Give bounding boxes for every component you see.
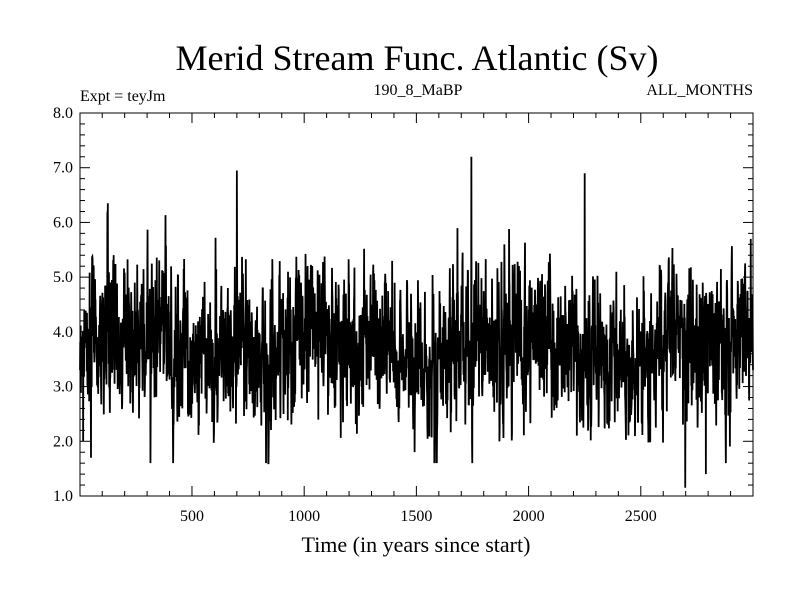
y-tick-label: 3.0	[53, 379, 73, 396]
x-tick-label: 1500	[400, 508, 432, 525]
y-tick-label: 6.0	[53, 214, 73, 231]
months-label: ALL_MONTHS	[646, 82, 753, 99]
y-tick-label: 4.0	[53, 324, 73, 341]
x-axis-ticks: 500 1000 1500 2000 2500	[101, 113, 732, 525]
y-tick-label: 1.0	[53, 488, 73, 505]
y-tick-label: 7.0	[53, 160, 73, 177]
y-axis-ticks: 1.0 2.0 3.0 4.0 5.0 6.0 7.0 8.0	[53, 105, 753, 505]
x-tick-label: 1000	[288, 508, 320, 525]
y-tick-label: 5.0	[53, 269, 73, 286]
x-tick-label: 500	[180, 508, 204, 525]
x-tick-label: 2000	[513, 508, 545, 525]
series-layer	[79, 156, 754, 488]
y-tick-label: 8.0	[53, 105, 73, 122]
experiment-label: Expt = teyJm	[80, 88, 166, 105]
series-line	[79, 156, 754, 488]
x-axis-label: Time (in years since start)	[302, 532, 531, 557]
y-tick-label: 2.0	[53, 433, 73, 450]
chart-title: Merid Stream Func. Atlantic (Sv)	[176, 38, 659, 78]
run-label: 190_8_MaBP	[374, 82, 463, 99]
x-tick-label: 2500	[625, 508, 657, 525]
